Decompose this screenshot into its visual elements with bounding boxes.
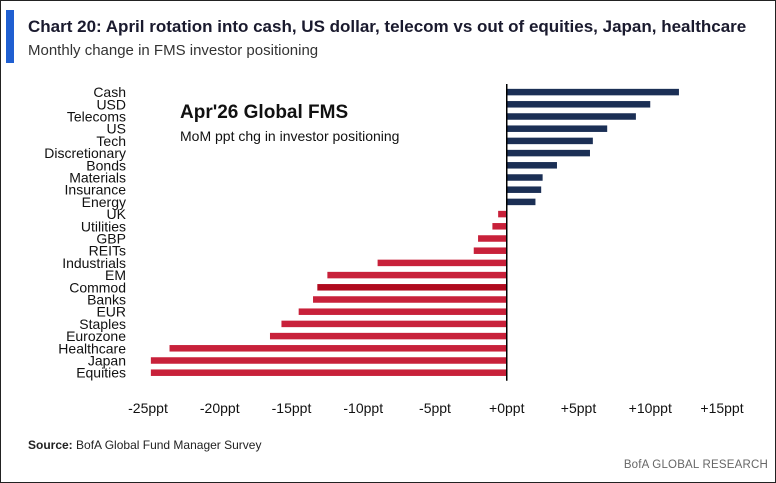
source-note: Source: BofA Global Fund Manager Survey — [28, 438, 261, 452]
category-label-industrials: Industrials — [62, 255, 126, 271]
category-label-bonds: Bonds — [86, 157, 126, 173]
category-label-commod: Commod — [69, 279, 126, 295]
bar-us — [506, 125, 608, 132]
bar-industrials — [377, 259, 507, 267]
category-label-us: US — [107, 121, 126, 137]
bar-eur — [298, 308, 507, 315]
bar-banks — [313, 296, 507, 303]
category-label-japan: Japan — [88, 353, 126, 369]
bar-materials — [506, 174, 543, 181]
bar-healthcare — [169, 345, 507, 352]
bar-tech — [506, 137, 593, 145]
x-tick-label: -20ppt — [200, 400, 240, 416]
bar-eurozone — [269, 332, 507, 340]
bar-equities — [150, 369, 507, 376]
x-tick-label: -10ppt — [343, 400, 383, 416]
source-text: BofA Global Fund Manager Survey — [76, 438, 262, 452]
bar-energy — [506, 198, 536, 206]
bar-bonds — [506, 162, 557, 169]
brand-footer: BofA GLOBAL RESEARCH — [623, 459, 768, 471]
inset-subtitle: MoM ppt chg in investor positioning — [180, 128, 399, 144]
category-label-gbp: GBP — [96, 231, 126, 247]
x-tick-label: +10ppt — [629, 400, 672, 416]
category-label-staples: Staples — [79, 316, 126, 332]
category-label-reits: REITs — [89, 243, 126, 259]
category-label-energy: Energy — [82, 194, 126, 210]
source-label: Source: — [28, 438, 73, 452]
category-label-insurance: Insurance — [65, 182, 127, 198]
x-tick-label: -15ppt — [272, 400, 312, 416]
category-label-equities: Equities — [76, 365, 126, 381]
bar-uk — [498, 210, 507, 218]
category-labels: CashUSDTelecomsUSTechDiscretionaryBondsM… — [44, 84, 126, 381]
title-accent-bar — [6, 10, 14, 63]
x-tick-label: +15ppt — [700, 400, 743, 416]
chart-title: Chart 20: April rotation into cash, US d… — [28, 17, 747, 36]
bar-gbp — [478, 235, 507, 242]
bar-commod — [317, 284, 507, 291]
category-label-eurozone: Eurozone — [66, 328, 126, 344]
category-label-tech: Tech — [96, 133, 126, 149]
bar-telecoms — [506, 113, 636, 120]
category-label-usd: USD — [96, 96, 126, 112]
category-label-em: EM — [105, 267, 126, 283]
chart-subtitle: Monthly change in FMS investor positioni… — [28, 42, 319, 59]
bar-group — [150, 88, 679, 376]
category-label-healthcare: Healthcare — [58, 340, 126, 356]
bar-usd — [506, 101, 651, 108]
bar-utilities — [492, 223, 507, 230]
bar-em — [327, 271, 507, 279]
category-label-materials: Materials — [69, 170, 126, 186]
x-tick-label: -25ppt — [128, 400, 168, 416]
bar-japan — [150, 357, 507, 364]
x-tick-label: +0ppt — [489, 400, 525, 416]
bar-reits — [473, 247, 507, 254]
x-tick-label: +5ppt — [561, 400, 597, 416]
category-label-eur: EUR — [96, 304, 126, 320]
category-label-banks: Banks — [87, 292, 126, 308]
bar-insurance — [506, 186, 542, 193]
bar-cash — [506, 88, 679, 96]
category-label-cash: Cash — [93, 84, 126, 100]
category-label-uk: UK — [107, 206, 127, 222]
category-label-discretionary: Discretionary — [44, 145, 126, 161]
bar-discretionary — [506, 149, 590, 157]
inset-title: Apr'26 Global FMS — [180, 102, 348, 123]
category-label-telecoms: Telecoms — [67, 109, 126, 125]
category-label-utilities: Utilities — [81, 218, 126, 234]
x-tick-labels: -25ppt -20ppt -15ppt -10ppt -5ppt +0ppt +5ppt +… — [128, 400, 744, 416]
x-tick-label: -5ppt — [419, 400, 451, 416]
bar-staples — [281, 320, 507, 328]
